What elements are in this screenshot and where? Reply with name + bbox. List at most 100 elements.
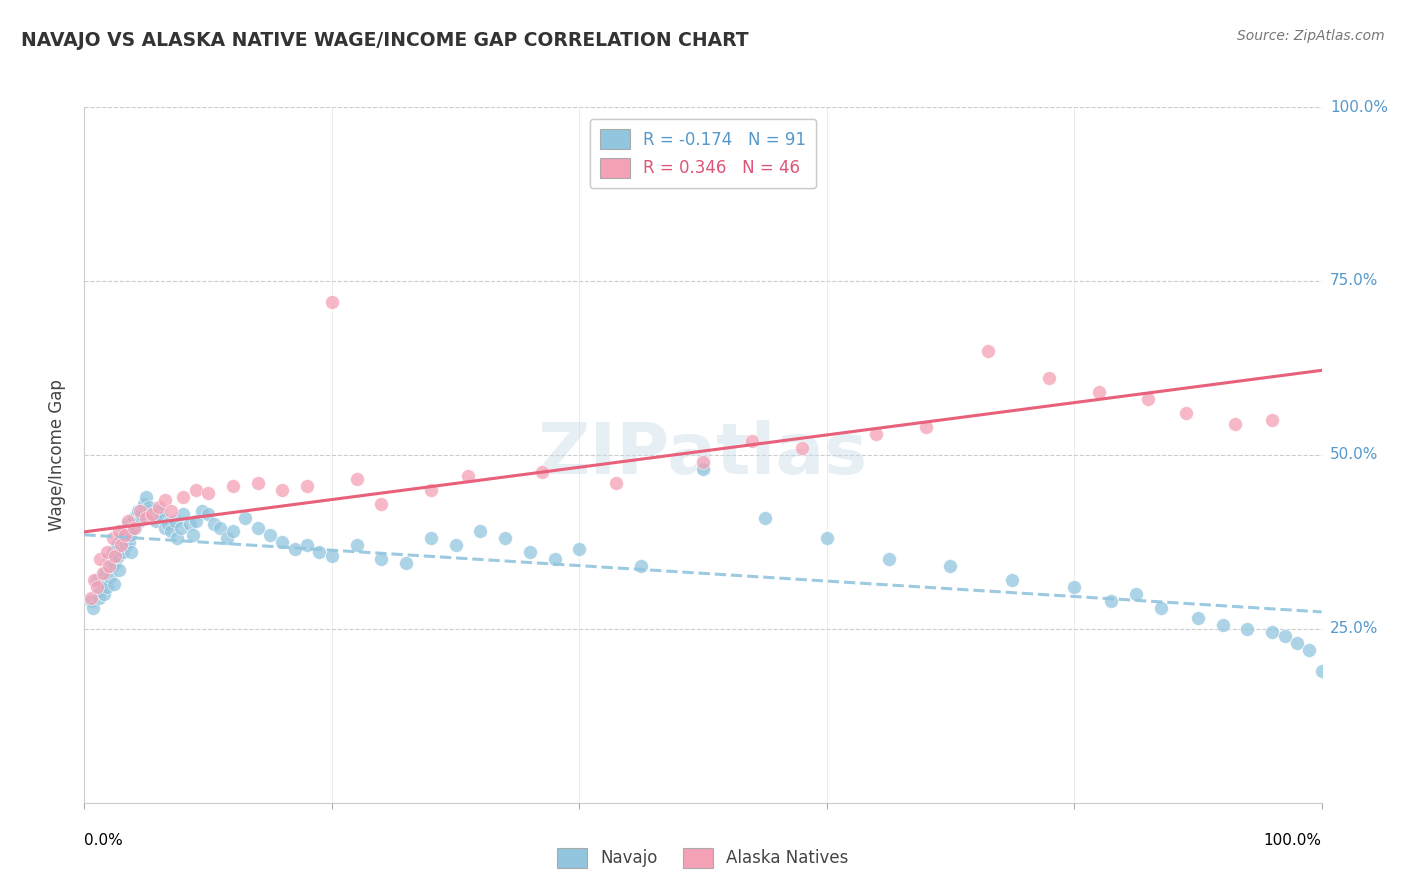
- Point: [120, 528, 142, 542]
- Point: [494, 532, 516, 546]
- Point: [150, 510, 173, 524]
- Point: [222, 524, 245, 539]
- Point: [172, 507, 194, 521]
- Legend: R = -0.174   N = 91, R = 0.346   N = 46: R = -0.174 N = 91, R = 0.346 N = 46: [591, 119, 815, 188]
- Point: [692, 462, 714, 476]
- Text: ZIPatlas: ZIPatlas: [538, 420, 868, 490]
- Point: [111, 545, 134, 559]
- Point: [117, 514, 139, 528]
- Point: [259, 528, 281, 542]
- Point: [100, 559, 122, 574]
- Point: [91, 566, 114, 581]
- Point: [127, 503, 149, 517]
- Point: [202, 517, 225, 532]
- Legend: Navajo, Alaska Natives: Navajo, Alaska Natives: [551, 841, 855, 875]
- Point: [79, 591, 101, 605]
- Text: 50.0%: 50.0%: [1330, 448, 1378, 462]
- Point: [104, 549, 127, 563]
- Point: [1038, 371, 1060, 385]
- Point: [1187, 611, 1209, 625]
- Point: [103, 576, 125, 591]
- Point: [89, 552, 111, 566]
- Point: [128, 514, 150, 528]
- Point: [790, 441, 813, 455]
- Point: [118, 535, 141, 549]
- Point: [122, 521, 145, 535]
- Point: [124, 521, 146, 535]
- Point: [321, 549, 343, 563]
- Point: [107, 549, 129, 563]
- Point: [135, 490, 157, 504]
- Point: [135, 510, 157, 524]
- Point: [457, 468, 479, 483]
- Point: [568, 541, 591, 556]
- Point: [865, 427, 887, 442]
- Point: [1236, 622, 1258, 636]
- Point: [519, 545, 541, 559]
- Point: [108, 524, 131, 539]
- Point: [246, 475, 269, 490]
- Point: [170, 521, 193, 535]
- Point: [172, 490, 194, 504]
- Point: [531, 466, 554, 480]
- Point: [179, 517, 201, 532]
- Point: [148, 503, 170, 517]
- Text: NAVAJO VS ALASKA NATIVE WAGE/INCOME GAP CORRELATION CHART: NAVAJO VS ALASKA NATIVE WAGE/INCOME GAP …: [21, 31, 749, 50]
- Point: [815, 532, 838, 546]
- Point: [86, 573, 108, 587]
- Point: [98, 570, 121, 584]
- Point: [141, 507, 163, 521]
- Point: [754, 510, 776, 524]
- Point: [184, 514, 207, 528]
- Point: [543, 552, 565, 566]
- Point: [89, 583, 111, 598]
- Point: [145, 514, 167, 528]
- Point: [419, 483, 441, 497]
- Point: [91, 576, 114, 591]
- Point: [114, 528, 136, 542]
- Point: [110, 538, 132, 552]
- Point: [197, 507, 219, 521]
- Text: 100.0%: 100.0%: [1330, 100, 1388, 114]
- Point: [138, 500, 160, 514]
- Point: [93, 587, 115, 601]
- Point: [115, 538, 138, 552]
- Point: [197, 486, 219, 500]
- Point: [122, 510, 145, 524]
- Point: [94, 566, 117, 581]
- Point: [108, 563, 131, 577]
- Point: [153, 493, 176, 508]
- Point: [1223, 417, 1246, 431]
- Text: 0.0%: 0.0%: [84, 833, 124, 848]
- Point: [284, 541, 307, 556]
- Point: [160, 503, 183, 517]
- Point: [105, 538, 128, 552]
- Y-axis label: Wage/Income Gap: Wage/Income Gap: [48, 379, 66, 531]
- Point: [1285, 636, 1308, 650]
- Point: [470, 524, 492, 539]
- Point: [741, 434, 763, 448]
- Point: [1150, 601, 1173, 615]
- Point: [419, 532, 441, 546]
- Point: [222, 479, 245, 493]
- Point: [101, 532, 124, 546]
- Point: [1088, 385, 1111, 400]
- Point: [184, 483, 207, 497]
- Point: [444, 538, 467, 552]
- Point: [96, 545, 118, 559]
- Text: 25.0%: 25.0%: [1330, 622, 1378, 636]
- Point: [1063, 580, 1085, 594]
- Point: [630, 559, 652, 574]
- Point: [104, 556, 127, 570]
- Point: [160, 524, 183, 539]
- Point: [110, 532, 132, 546]
- Point: [79, 594, 101, 608]
- Point: [271, 483, 294, 497]
- Point: [395, 556, 418, 570]
- Point: [370, 497, 392, 511]
- Point: [1261, 413, 1284, 427]
- Point: [692, 455, 714, 469]
- Point: [233, 510, 256, 524]
- Point: [295, 479, 318, 493]
- Point: [166, 532, 188, 546]
